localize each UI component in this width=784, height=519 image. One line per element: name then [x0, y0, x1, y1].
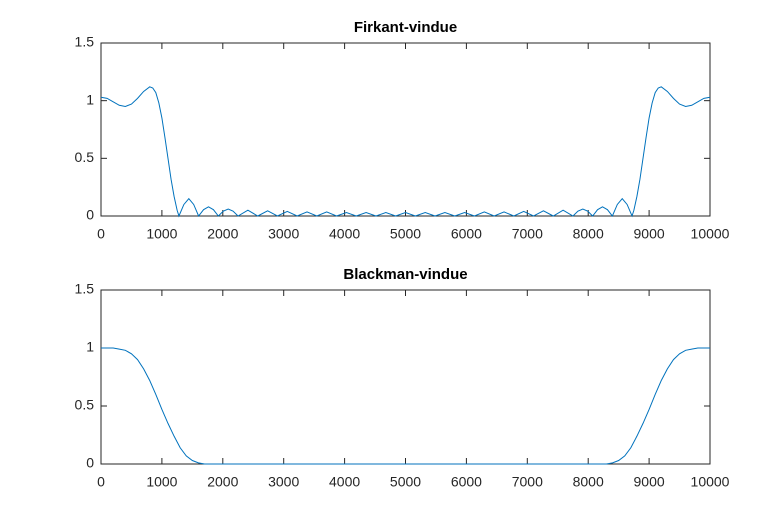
y-tick-label: 0.5: [75, 397, 95, 413]
x-tick-label: 4000: [329, 474, 360, 490]
x-tick-label: 0: [97, 226, 105, 242]
x-tick-label: 5000: [390, 226, 421, 242]
x-tick-label: 1000: [146, 226, 177, 242]
data-line: [100, 86, 711, 218]
x-tick-label: 0: [97, 474, 105, 490]
x-tick-label: 2000: [207, 474, 238, 490]
chart-title: Blackman-vindue: [343, 266, 467, 283]
x-tick-label: 1000: [146, 474, 177, 490]
y-tick-label: 0.5: [75, 149, 95, 165]
x-tick-label: 6000: [451, 474, 482, 490]
chart-title: Firkant-vindue: [354, 19, 457, 36]
x-tick-label: 3000: [268, 226, 299, 242]
x-tick-label: 10000: [691, 226, 730, 242]
x-tick-label: 4000: [329, 226, 360, 242]
x-tick-label: 8000: [573, 474, 604, 490]
y-tick-label: 0: [86, 207, 94, 223]
y-tick-label: 1.5: [75, 34, 95, 50]
x-tick-label: 10000: [691, 474, 730, 490]
x-tick-label: 5000: [390, 474, 421, 490]
y-tick-label: 1.5: [75, 281, 95, 297]
x-tick-label: 9000: [634, 226, 665, 242]
x-tick-label: 2000: [207, 226, 238, 242]
x-tick-label: 6000: [451, 226, 482, 242]
y-tick-label: 0: [86, 455, 94, 471]
data-line: [101, 347, 710, 465]
axes-box: [100, 42, 711, 217]
y-tick-label: 1: [86, 91, 94, 107]
x-tick-label: 3000: [268, 474, 299, 490]
x-tick-label: 7000: [512, 226, 543, 242]
x-tick-label: 9000: [634, 474, 665, 490]
y-tick-label: 1: [86, 339, 94, 355]
x-tick-label: 7000: [512, 474, 543, 490]
x-tick-label: 8000: [573, 226, 604, 242]
axes-box: [100, 289, 711, 465]
